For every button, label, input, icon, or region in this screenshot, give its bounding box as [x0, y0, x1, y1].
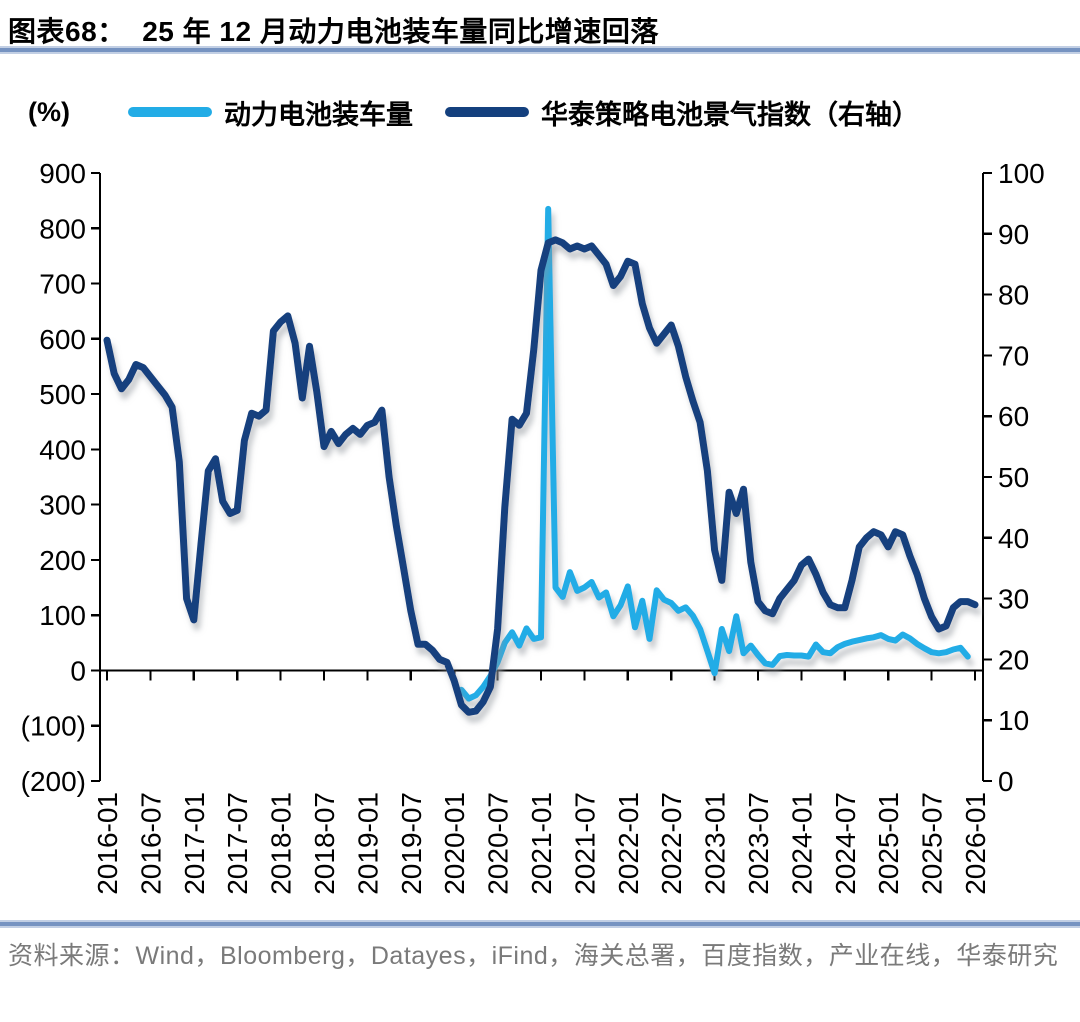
left-axis-tick-label: (100)	[21, 711, 86, 742]
x-axis-tick-label: 2017-01	[179, 792, 210, 895]
right-axis-tick-label: 30	[998, 584, 1029, 615]
right-axis-tick-label: 40	[998, 523, 1029, 554]
source-note: 资料来源：Wind，Bloomberg，Datayes，iFind，海关总署，百…	[8, 942, 1059, 970]
x-axis-tick-label: 2018-07	[309, 792, 340, 895]
x-axis-tick-label: 2026-01	[960, 792, 991, 895]
left-axis-unit-label: (%)	[28, 96, 70, 127]
x-axis-tick-label: 2018-01	[266, 792, 297, 895]
footer-divider	[0, 922, 1080, 926]
x-axis-tick-label: 2022-07	[656, 792, 687, 895]
legend-label: 动力电池装车量	[224, 99, 413, 130]
left-axis-tick-label: 800	[39, 213, 86, 244]
x-axis-tick-label: 2025-07	[917, 792, 948, 895]
left-axis-tick-label: 900	[39, 158, 86, 189]
x-axis-tick-label: 2021-07	[569, 792, 600, 895]
series-line-battery-install-yoy	[458, 205, 971, 702]
x-axis-tick-label: 2019-01	[352, 792, 383, 895]
left-axis-tick-label: 600	[39, 324, 86, 355]
legend-item-boom-index: 华泰策略电池景气指数（右轴）	[445, 93, 919, 132]
x-axis-tick-label: 2016-01	[92, 792, 123, 895]
left-axis-tick-label: (200)	[21, 766, 86, 797]
left-axis-tick-label: 100	[39, 600, 86, 631]
x-axis-tick-label: 2023-07	[743, 792, 774, 895]
x-axis-tick-label: 2024-07	[830, 792, 861, 895]
left-axis-tick-label: 0	[70, 655, 86, 686]
left-axis-tick-label: 500	[39, 379, 86, 410]
x-axis-tick-label: 2024-01	[786, 792, 817, 895]
right-axis-tick-label: 80	[998, 280, 1029, 311]
x-axis-tick-label: 2023-01	[700, 792, 731, 895]
x-axis-tick-label: 2020-01	[439, 792, 470, 895]
left-axis-tick-label: 200	[39, 545, 86, 576]
right-axis-tick-label: 90	[998, 219, 1029, 250]
x-axis-tick-label: 2022-01	[613, 792, 644, 895]
right-axis-tick-label: 20	[998, 644, 1029, 675]
x-axis-tick-label: 2021-01	[526, 792, 557, 895]
right-axis-tick-label: 50	[998, 462, 1029, 493]
left-axis-tick-label: 700	[39, 269, 86, 300]
legend-swatch-light-blue	[128, 107, 212, 117]
x-axis-tick-label: 2020-07	[483, 792, 514, 895]
series-line-battery-boom-index	[103, 236, 979, 716]
right-axis-tick-label: 70	[998, 340, 1029, 371]
title-underline	[0, 48, 1080, 52]
left-axis-tick-label: 300	[39, 490, 86, 521]
right-axis-tick-label: 60	[998, 401, 1029, 432]
figure-title: 图表68： 25 年 12 月动力电池装车量同比增速回落	[8, 16, 659, 47]
legend: (%) 动力电池装车量 华泰策略电池景气指数（右轴）	[0, 84, 1080, 140]
right-axis-tick-label: 0	[998, 766, 1014, 797]
left-axis-tick-label: 400	[39, 434, 86, 465]
x-axis-tick-label: 2019-07	[396, 792, 427, 895]
x-axis-tick-label: 2025-01	[873, 792, 904, 895]
legend-swatch-dark-blue	[445, 107, 529, 117]
right-axis-tick-label: 100	[998, 158, 1045, 189]
legend-item-battery-install: 动力电池装车量	[128, 93, 413, 132]
right-axis-tick-label: 10	[998, 705, 1029, 736]
x-axis-tick-label: 2017-07	[222, 792, 253, 895]
x-axis-tick-label: 2016-07	[135, 792, 166, 895]
legend-label: 华泰策略电池景气指数（右轴）	[541, 99, 919, 130]
